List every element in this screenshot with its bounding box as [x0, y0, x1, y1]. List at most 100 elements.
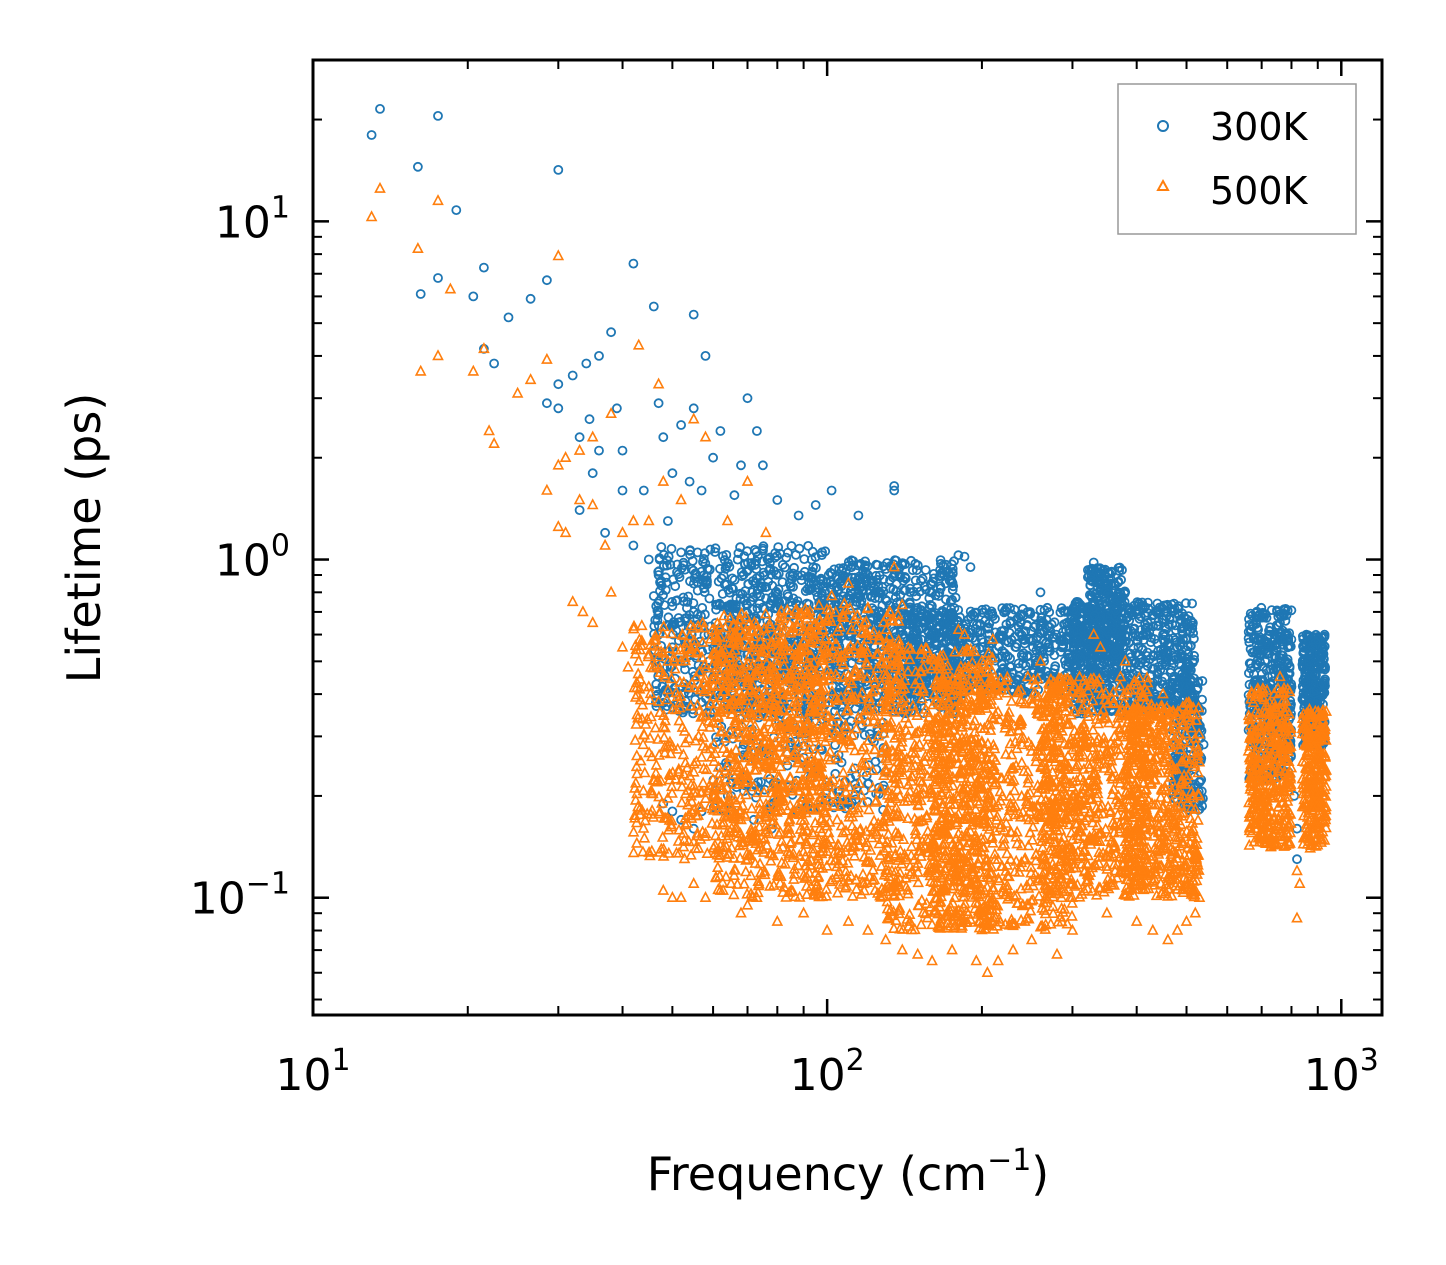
data-point-300k — [628, 258, 639, 269]
data-point-300k — [682, 597, 693, 607]
data-point-300k — [747, 587, 757, 598]
data-point-300k — [671, 595, 681, 606]
data-point-300k — [676, 547, 686, 558]
data-point-300k — [606, 327, 616, 338]
data-point-300k — [587, 468, 598, 479]
data-point-300k — [780, 562, 790, 573]
data-point-500k — [629, 733, 642, 745]
data-point-300k — [965, 562, 976, 572]
data-point-300k — [742, 393, 753, 404]
data-point-300k — [735, 542, 745, 553]
data-point-300k — [751, 547, 762, 557]
data-point-300k — [525, 293, 536, 304]
data-point-300k — [688, 309, 699, 320]
data-point-300k — [600, 527, 610, 538]
data-point-500k — [650, 758, 663, 770]
data-point-500k — [638, 766, 651, 778]
data-point-300k — [1035, 587, 1046, 598]
data-point-500k — [711, 860, 724, 873]
data-point-300k — [729, 575, 740, 585]
data-point-300k — [794, 543, 805, 554]
data-point-300k — [688, 403, 699, 414]
data-point-300k — [826, 485, 837, 496]
data-point-300k — [662, 662, 672, 672]
data-point-500k — [673, 714, 686, 726]
data-point-300k — [684, 476, 695, 487]
data-point-300k — [574, 505, 585, 516]
data-point-300k — [700, 609, 710, 620]
data-point-300k — [853, 510, 864, 521]
data-point-300k — [746, 558, 757, 568]
data-point-300k — [742, 546, 753, 557]
data-point-300k — [793, 510, 804, 521]
data-point-300k — [781, 552, 792, 563]
data-point-300k — [653, 398, 664, 409]
series-500k — [365, 181, 1333, 978]
data-point-300k — [759, 570, 770, 581]
data-point-300k — [758, 460, 768, 471]
data-point-500k — [627, 825, 640, 837]
data-point-300k — [638, 485, 649, 496]
data-point-300k — [763, 554, 774, 565]
data-point-500k — [637, 728, 650, 740]
data-point-300k — [489, 358, 500, 369]
data-point-300k — [415, 289, 426, 299]
data-point-300k — [542, 398, 552, 409]
data-point-300k — [667, 468, 678, 479]
data-point-500k — [638, 831, 651, 843]
data-point-300k — [648, 301, 659, 312]
data-point-300k — [542, 275, 552, 286]
data-point-300k — [478, 262, 489, 273]
data-point-300k — [366, 130, 377, 140]
data-point-300k — [676, 563, 687, 573]
data-point-500k — [697, 776, 709, 788]
data-point-300k — [719, 555, 730, 565]
data-point-500k — [630, 836, 643, 848]
data-point-300k — [594, 350, 604, 361]
data-point-300k — [581, 358, 592, 369]
data-point-300k — [715, 426, 726, 436]
data-point-300k — [612, 403, 622, 414]
data-point-300k — [553, 164, 564, 175]
data-point-300k — [662, 560, 672, 571]
data-point-300k — [553, 403, 564, 414]
data-point-300k — [567, 370, 578, 381]
data-point-300k — [690, 568, 701, 579]
data-point-300k — [692, 547, 703, 558]
data-point-300k — [658, 432, 669, 443]
data-point-300k — [1292, 854, 1302, 865]
data-point-300k — [710, 543, 721, 554]
data-point-300k — [810, 500, 821, 510]
data-point-500k — [627, 846, 640, 858]
data-point-300k — [654, 566, 664, 577]
data-point-300k — [375, 104, 385, 114]
data-point-300k — [696, 485, 707, 496]
data-point-300k — [700, 350, 711, 361]
data-point-300k — [666, 543, 677, 554]
data-point-300k — [752, 426, 762, 436]
data-point-300k — [803, 541, 814, 551]
data-point-300k — [700, 558, 711, 569]
data-point-300k — [683, 688, 694, 698]
data-point-500k — [675, 796, 688, 808]
data-point-300k — [912, 560, 923, 571]
data-point-500k — [677, 748, 690, 760]
data-point-300k — [553, 379, 564, 390]
data-point-300k — [699, 554, 709, 564]
data-point-300k — [451, 205, 462, 216]
data-point-300k — [670, 581, 681, 592]
data-point-300k — [584, 414, 595, 425]
data-point-300k — [705, 544, 716, 555]
data-point-300k — [656, 542, 667, 552]
series-layer — [365, 104, 1333, 978]
data-point-300k — [688, 578, 699, 589]
data-point-300k — [468, 291, 479, 302]
data-point-300k — [594, 445, 604, 456]
data-point-300k — [736, 460, 746, 471]
data-point-300k — [772, 551, 782, 561]
data-point-300k — [752, 551, 763, 562]
data-point-300k — [676, 420, 686, 430]
data-point-300k — [704, 593, 715, 604]
data-point-500k — [745, 802, 758, 814]
